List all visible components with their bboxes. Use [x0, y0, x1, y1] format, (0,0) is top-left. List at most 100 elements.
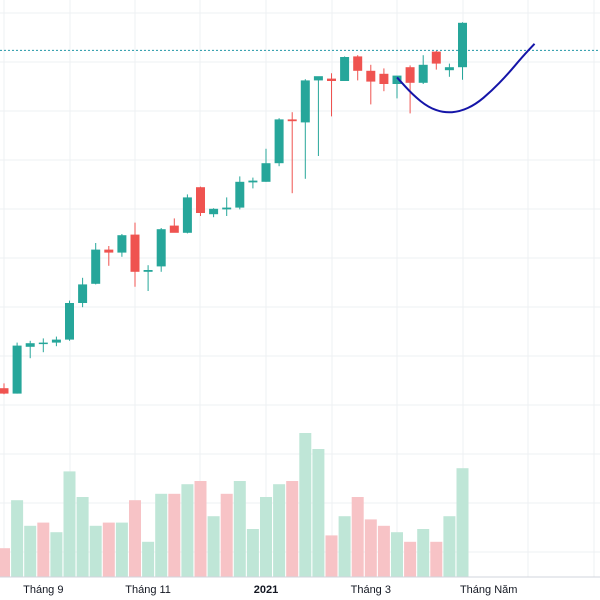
volume-bar — [417, 529, 430, 577]
candle-body — [0, 388, 9, 394]
candle-body — [327, 78, 336, 81]
candle — [431, 51, 441, 70]
volume-layer — [0, 433, 469, 577]
volume-bar — [443, 516, 456, 577]
volume-bar — [76, 497, 89, 577]
volume-bar — [89, 525, 102, 577]
x-tick-label: 2021 — [254, 584, 278, 596]
x-tick-label: Tháng Năm — [460, 584, 517, 596]
candle-body — [418, 64, 428, 83]
candle — [65, 300, 74, 341]
candle — [196, 186, 205, 216]
candle — [51, 336, 61, 347]
candle — [0, 383, 9, 395]
volume-bar — [364, 519, 377, 577]
candle-body — [340, 57, 350, 81]
candle — [182, 194, 192, 234]
candle — [327, 73, 336, 117]
volume-bar — [338, 516, 351, 577]
candle-body — [117, 235, 127, 253]
volume-bar — [430, 541, 443, 577]
candle-body — [143, 270, 153, 272]
candle — [156, 228, 166, 272]
volume-bar — [377, 525, 390, 577]
cup-pattern-curve — [396, 43, 536, 114]
volume-bar — [102, 522, 115, 577]
candle-body — [313, 76, 323, 81]
candle-body — [104, 249, 114, 253]
candle-body — [78, 284, 88, 303]
candle-body — [287, 119, 297, 122]
candle-body — [366, 70, 376, 82]
volume-bar — [63, 471, 76, 577]
volume-bar — [11, 500, 24, 577]
candle — [261, 148, 271, 182]
volume-bar — [246, 529, 259, 577]
volume-bar — [325, 535, 338, 577]
candle-body — [169, 225, 179, 233]
candle-body — [222, 207, 232, 210]
candle — [379, 68, 389, 92]
candle — [235, 176, 245, 210]
volume-bar — [129, 500, 141, 577]
candle-layer — [0, 22, 467, 395]
candle — [222, 197, 232, 216]
candle-body — [182, 197, 192, 233]
candle — [287, 112, 297, 194]
candle-body — [130, 234, 140, 272]
candle — [25, 340, 35, 359]
candle — [340, 56, 350, 81]
candle-body — [300, 80, 310, 123]
candle — [209, 208, 219, 218]
volume-bar — [391, 532, 403, 577]
volume-bar — [456, 468, 469, 577]
candle-body — [65, 303, 74, 340]
candle-body — [25, 343, 35, 347]
candle-body — [392, 75, 402, 84]
candle — [12, 342, 22, 394]
candle — [91, 243, 101, 285]
candle-body — [353, 56, 363, 71]
volume-bar — [0, 548, 10, 577]
candle-body — [156, 229, 166, 267]
candle — [300, 79, 310, 179]
candle-body — [444, 67, 454, 71]
volume-bar — [115, 522, 128, 577]
candle — [143, 265, 153, 291]
candle — [444, 63, 454, 77]
candle-body — [209, 208, 219, 215]
candle-body — [51, 339, 61, 343]
candle — [274, 118, 284, 167]
volume-bar — [233, 481, 246, 577]
x-tick-label: Tháng 9 — [23, 584, 63, 596]
volume-bar — [273, 484, 286, 577]
volume-bar — [155, 493, 168, 577]
candle-body — [431, 51, 441, 64]
volume-bar — [351, 497, 364, 577]
candle — [78, 277, 88, 308]
candle — [458, 22, 467, 80]
volume-bar — [24, 525, 37, 577]
candle — [248, 177, 258, 189]
volume-bar — [37, 522, 50, 577]
x-tick-label: Tháng 11 — [125, 584, 171, 596]
candle-body — [196, 187, 205, 213]
candle — [366, 64, 376, 105]
candle — [405, 65, 415, 114]
candle-body — [91, 249, 101, 284]
volume-bar — [50, 532, 63, 577]
volume-bar — [168, 493, 181, 577]
volume-bar — [181, 484, 194, 577]
candle — [392, 75, 402, 99]
volume-bar — [142, 541, 155, 577]
volume-bar — [194, 481, 207, 577]
candle-body — [379, 73, 389, 84]
x-tick-label: Tháng 3 — [351, 584, 391, 596]
candle — [353, 55, 363, 81]
candle — [313, 76, 323, 156]
pattern-curve-layer — [396, 43, 536, 114]
candle — [130, 222, 140, 287]
volume-bar — [299, 433, 312, 577]
